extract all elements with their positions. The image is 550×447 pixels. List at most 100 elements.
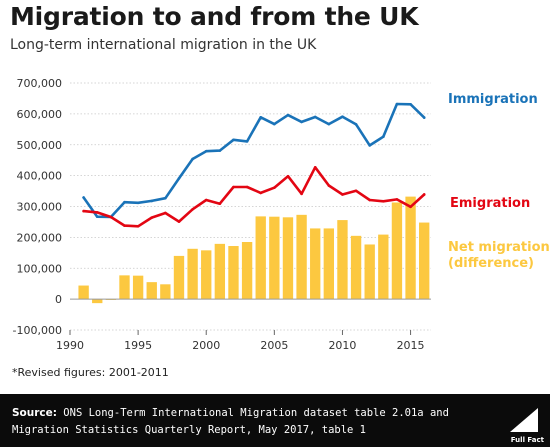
immigration-point — [382, 135, 385, 139]
net-migration-bar — [337, 220, 348, 300]
immigration-point — [286, 113, 290, 117]
x-tick-label: 2010 — [328, 339, 356, 352]
x-tick-label: 2000 — [192, 339, 220, 352]
net-migration-bar — [405, 196, 416, 300]
net-migration-bar — [350, 235, 362, 300]
chart-title: Migration to and from the UK — [10, 2, 419, 31]
emigration-point — [136, 224, 140, 228]
immigration-point — [204, 149, 208, 153]
emigration-point — [109, 215, 113, 219]
fullfact-logo-text: Full Fact — [510, 436, 544, 444]
fullfact-staircase-icon — [510, 408, 538, 432]
emigration-point — [123, 224, 126, 227]
emigration-point — [204, 198, 208, 202]
chart-subtitle: Long-term international migration in the… — [10, 37, 317, 53]
net-migration-bar — [310, 228, 321, 300]
emigration-point — [395, 198, 399, 201]
immigration-point — [218, 149, 222, 152]
emigration-point — [150, 216, 154, 219]
y-tick-label: 200,000 — [17, 231, 63, 244]
source-label: Source: — [12, 407, 57, 419]
immigration-point — [409, 103, 412, 106]
emigration-point — [259, 191, 263, 195]
net-migration-bar — [187, 248, 198, 300]
y-tick-label: 0 — [55, 293, 62, 306]
immigration-point — [313, 115, 317, 119]
net-migration-bar — [201, 250, 212, 300]
emigration-point — [232, 185, 235, 189]
emigration-point — [368, 198, 371, 202]
net-migration-bar — [364, 244, 375, 300]
emigration-point — [82, 209, 85, 213]
y-tick-label: 700,000 — [17, 77, 63, 90]
legend-label: Emigration — [450, 196, 530, 211]
migration-chart: -100,000 0 100,000 200,000 300,000 400,000 500… — [13, 77, 550, 352]
net-migration-bar — [228, 246, 239, 300]
y-tick-label: 100,000 — [17, 262, 63, 275]
net-migration-bar — [269, 216, 280, 300]
series-lines — [82, 102, 426, 228]
net-migration-bar — [146, 282, 157, 300]
emigration-point — [286, 174, 290, 178]
emigration-point — [313, 165, 317, 169]
immigration-point — [245, 140, 249, 143]
immigration-point — [95, 215, 99, 218]
net-migration-bar — [296, 214, 307, 300]
emigration-point — [327, 184, 331, 187]
emigration-point — [354, 189, 358, 193]
axes: -100,000 0 100,000 200,000 300,000 400,000 500… — [13, 77, 431, 352]
emigration-point — [341, 193, 344, 196]
immigration-point — [327, 122, 331, 126]
net-migration-bar — [419, 222, 430, 300]
y-tick-label: 300,000 — [17, 201, 63, 214]
immigration-point — [422, 116, 426, 119]
immigration-line — [82, 102, 426, 219]
emigration-point — [382, 199, 385, 203]
source-footer: Source: ONS Long-Term International Migr… — [0, 394, 550, 447]
net-migration-bar — [282, 217, 294, 300]
net-migration-bar — [255, 216, 266, 300]
immigration-point — [395, 102, 399, 106]
x-tick-label: 2015 — [397, 339, 425, 352]
net-migration-bar — [391, 202, 403, 300]
legend-label: (difference) — [448, 256, 534, 271]
net-migration-bars — [78, 196, 430, 304]
legend-label: Net migration — [448, 240, 550, 255]
grid-lines — [70, 82, 431, 331]
net-migration-bar — [378, 234, 389, 300]
emigration-point — [273, 186, 276, 189]
immigration-point — [123, 200, 126, 204]
emigration-point — [177, 220, 181, 223]
immigration-point — [259, 115, 263, 119]
y-tick-label: 600,000 — [17, 108, 63, 121]
immigration-point — [177, 177, 181, 180]
y-tick-label: -100,000 — [13, 324, 62, 337]
immigration-point — [232, 138, 235, 142]
net-migration-bar — [78, 285, 89, 300]
net-migration-bar — [119, 275, 130, 300]
emigration-point — [164, 211, 167, 215]
x-tick-label: 1990 — [56, 339, 84, 352]
emigration-point — [245, 185, 249, 189]
emigration-line — [82, 166, 426, 228]
immigration-point — [341, 115, 344, 118]
immigration-point — [82, 196, 85, 199]
legend: Immigration Emigration Net migration(diffe… — [448, 92, 550, 271]
net-migration-bar — [241, 242, 253, 300]
immigration-point — [191, 157, 194, 161]
emigration-point — [409, 205, 412, 209]
net-migration-bar — [173, 255, 185, 300]
net-migration-bar — [160, 284, 171, 300]
net-migration-bar — [132, 275, 144, 300]
net-migration-bar — [214, 243, 226, 300]
emigration-point — [218, 202, 222, 206]
immigration-point — [150, 199, 154, 203]
emigration-point — [95, 211, 99, 214]
x-tick-label: 1995 — [124, 339, 152, 352]
emigration-point — [422, 193, 426, 196]
y-tick-label: 500,000 — [17, 139, 63, 152]
net-migration-bar — [92, 299, 103, 304]
immigration-point — [136, 201, 140, 205]
x-tick-label: 2005 — [260, 339, 288, 352]
